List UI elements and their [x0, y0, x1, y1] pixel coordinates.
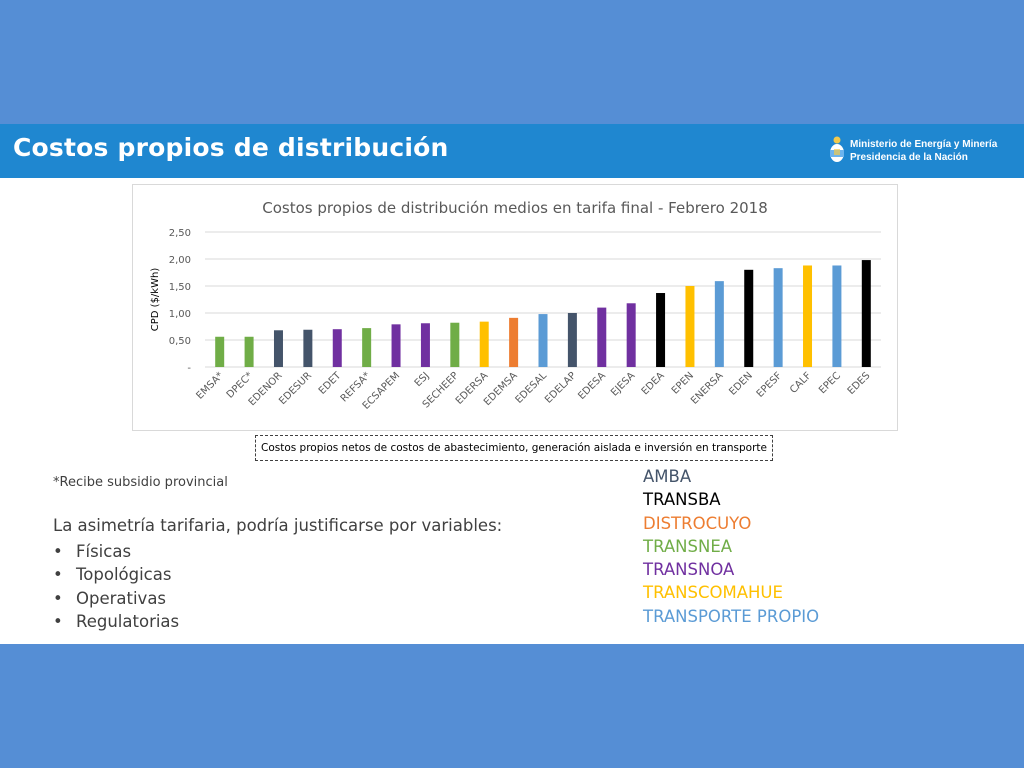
list-item: • Regulatorias — [53, 610, 179, 633]
list-item: • Físicas — [53, 540, 179, 563]
chart-container: Costos propios de distribución medios en… — [132, 184, 898, 431]
x-tick-label: EDES — [846, 370, 873, 397]
bar — [332, 329, 342, 367]
x-tick-label: EDEN — [727, 370, 754, 397]
ministry-logo: Ministerio de Energía y Minería Presiden… — [828, 135, 1018, 169]
bar — [597, 307, 607, 367]
bar — [685, 286, 695, 367]
x-tick-label: EDESUR — [277, 370, 314, 407]
bar — [832, 265, 842, 367]
top-background-band — [0, 0, 1024, 124]
x-tick-label: ENERSA — [689, 370, 725, 406]
bar — [362, 328, 372, 367]
slide-header: Costos propios de distribución Ministeri… — [0, 124, 1024, 178]
slide-title: Costos propios de distribución — [13, 133, 449, 162]
bar — [244, 336, 254, 367]
x-tick-label: EDEA — [640, 370, 667, 397]
bar — [509, 317, 519, 367]
slide-content: Costos propios de distribución medios en… — [0, 178, 1024, 644]
bar — [479, 321, 489, 367]
bullet-icon: • — [53, 565, 63, 585]
y-tick-label: 1,50 — [169, 282, 191, 293]
bar — [656, 293, 666, 367]
bottom-background-band — [0, 644, 1024, 768]
list-item: • Topológicas — [53, 563, 179, 586]
x-tick-label: EMSA* — [194, 370, 225, 401]
x-tick-label: EDESA — [576, 370, 608, 402]
bar — [420, 323, 430, 367]
bar — [567, 313, 577, 367]
legend-item-transcomahue: TRANSCOMAHUE — [643, 583, 783, 603]
bullet-icon: • — [53, 542, 63, 561]
bar — [391, 324, 401, 367]
subsidy-footnote: *Recibe subsidio provincial — [53, 475, 228, 490]
bar — [273, 330, 283, 367]
x-tick-label: EPESF — [755, 370, 785, 400]
legend-item-transba: TRANSBA — [643, 490, 721, 510]
bullet-icon: • — [53, 611, 63, 631]
bar — [744, 269, 754, 367]
y-tick-label: 2,50 — [169, 228, 191, 239]
x-tick-label: CALF — [788, 370, 814, 396]
asymmetry-statement: La asimetría tarifaria, podría justifica… — [53, 516, 503, 535]
legend-item-transnoa: TRANSNOA — [643, 560, 735, 580]
x-tick-label: EPEN — [670, 370, 696, 396]
y-tick-label: 2,00 — [169, 255, 191, 266]
color-legend: AMBA TRANSBA DISTROCUYO TRANSNEA TRANSNO… — [643, 465, 819, 628]
legend-item-amba: AMBA — [643, 467, 692, 486]
y-tick-label: - — [187, 363, 191, 374]
bar — [450, 322, 460, 367]
x-tick-label: EDELAP — [543, 370, 578, 405]
bar — [303, 329, 313, 367]
x-tick-label: ESJ — [413, 370, 432, 389]
bullet-icon: • — [53, 588, 63, 608]
chart-note: Costos propios netos de costos de abaste… — [255, 435, 773, 461]
legend-item-distrocuyo: DISTROCUYO — [643, 513, 752, 533]
y-tick-label: 0,50 — [169, 336, 191, 347]
x-tick-label: EDESAL — [514, 370, 550, 406]
bar — [803, 265, 813, 367]
y-tick-label: 1,00 — [169, 309, 191, 320]
bar — [538, 314, 548, 367]
bar — [861, 260, 871, 367]
y-axis-label: CPD ($/kWh) — [150, 268, 161, 332]
x-tick-label: EDET — [317, 370, 344, 397]
bar — [626, 303, 636, 367]
legend-item-transporte-propio: TRANSPORTE PROPIO — [643, 606, 820, 626]
bar — [215, 336, 225, 367]
ministry-name: Ministerio de Energía y Minería — [850, 139, 998, 150]
bar-chart: Costos propios de distribución medios en… — [150, 199, 881, 412]
bar — [773, 268, 783, 367]
list-item: • Operativas — [53, 587, 179, 610]
presidency-name: Presidencia de la Nación — [850, 152, 968, 163]
argentina-emblem-icon — [830, 136, 844, 162]
variables-list: • Físicas • Topológicas • Operativas • Regul… — [53, 540, 179, 633]
legend-item-transnea: TRANSNEA — [643, 536, 733, 556]
chart-title: Costos propios de distribución medios en… — [262, 199, 768, 217]
x-tick-label: EPEC — [817, 370, 843, 396]
bar — [714, 281, 724, 367]
x-tick-label: EJESA — [609, 370, 637, 398]
